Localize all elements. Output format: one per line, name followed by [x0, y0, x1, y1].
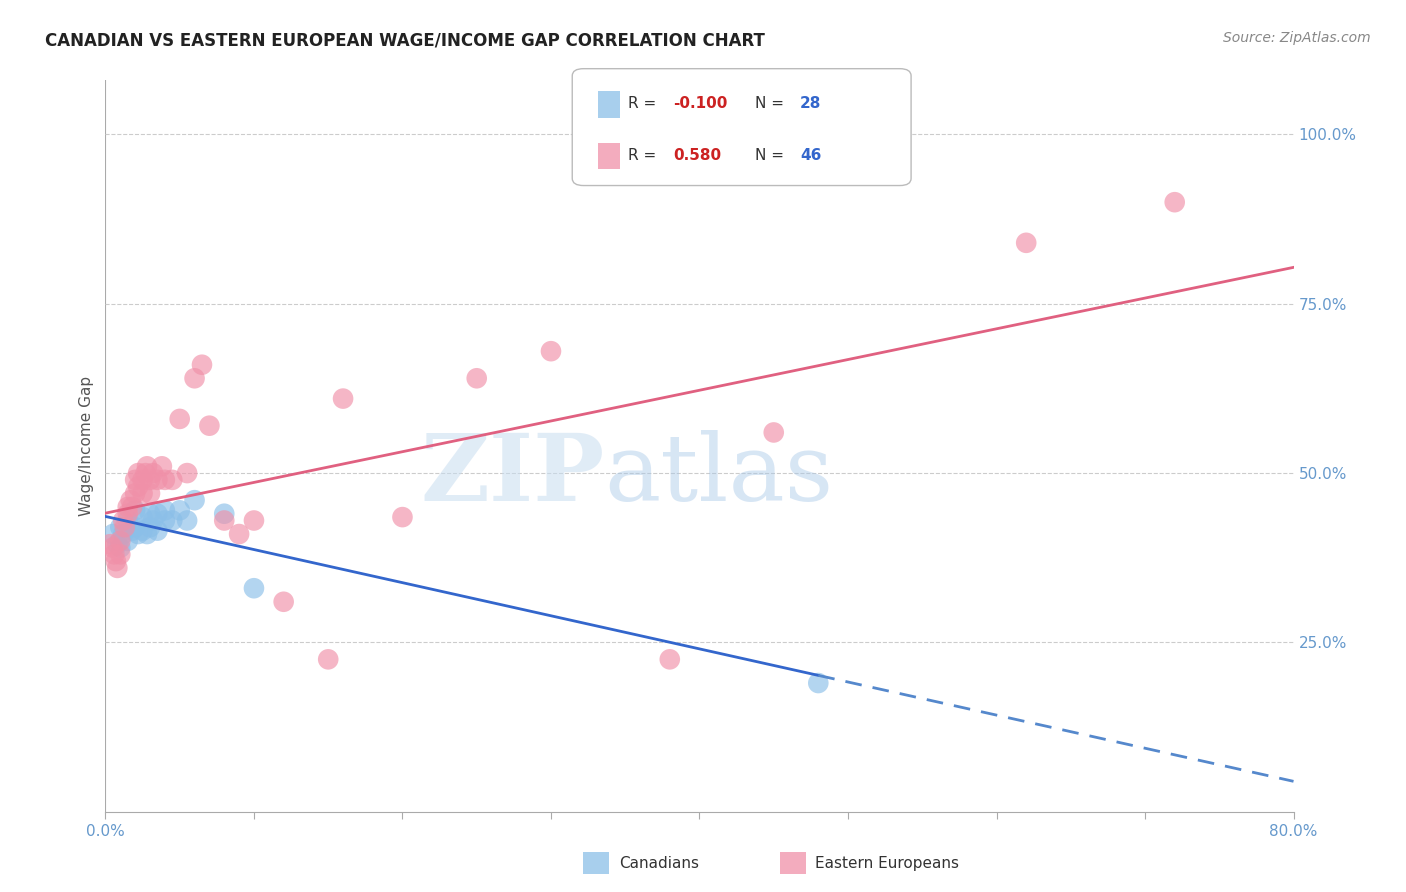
Point: [332, 392, 354, 406]
Point: [117, 514, 139, 528]
Point: [121, 500, 143, 514]
Point: [124, 520, 146, 534]
Text: 46: 46: [800, 148, 821, 162]
Point: [112, 527, 135, 541]
Point: [139, 486, 162, 500]
Point: [176, 466, 198, 480]
Point: [142, 514, 165, 528]
Point: [807, 676, 830, 690]
Point: [146, 524, 169, 538]
Point: [103, 547, 125, 561]
Text: R =: R =: [628, 96, 662, 112]
Point: [110, 520, 132, 534]
Point: [183, 371, 205, 385]
Point: [162, 514, 184, 528]
Point: [214, 507, 236, 521]
Point: [1164, 195, 1187, 210]
Point: [110, 533, 132, 548]
Point: [153, 473, 176, 487]
Point: [183, 493, 205, 508]
Point: [136, 527, 159, 541]
Point: [101, 541, 124, 555]
Point: [316, 652, 339, 666]
Text: atlas: atlas: [605, 430, 834, 520]
Point: [117, 507, 139, 521]
Text: Eastern Europeans: Eastern Europeans: [815, 856, 959, 871]
Point: [117, 533, 139, 548]
Text: 0.580: 0.580: [673, 148, 721, 162]
Point: [146, 507, 169, 521]
Point: [135, 466, 157, 480]
Text: -0.100: -0.100: [673, 96, 728, 112]
Text: Source: ZipAtlas.com: Source: ZipAtlas.com: [1223, 31, 1371, 45]
Point: [131, 510, 153, 524]
Point: [98, 537, 121, 551]
Point: [127, 527, 149, 541]
Point: [762, 425, 785, 440]
Point: [110, 541, 132, 555]
Point: [153, 514, 176, 528]
Point: [131, 486, 153, 500]
Point: [243, 514, 266, 528]
Point: [117, 500, 139, 514]
Point: [114, 520, 136, 534]
Point: [1015, 235, 1038, 250]
Point: [127, 466, 149, 480]
Point: [176, 514, 198, 528]
Point: [101, 527, 124, 541]
Point: [150, 459, 173, 474]
Point: [104, 554, 127, 568]
Point: [131, 524, 153, 538]
Text: ZIP: ZIP: [420, 430, 605, 520]
Point: [198, 418, 221, 433]
Text: N =: N =: [755, 96, 789, 112]
Point: [540, 344, 562, 359]
Point: [214, 514, 236, 528]
Point: [139, 507, 162, 521]
Point: [110, 547, 132, 561]
Point: [273, 595, 295, 609]
Point: [139, 473, 162, 487]
Point: [124, 486, 146, 500]
Text: 28: 28: [800, 96, 821, 112]
Point: [465, 371, 488, 385]
Text: CANADIAN VS EASTERN EUROPEAN WAGE/INCOME GAP CORRELATION CHART: CANADIAN VS EASTERN EUROPEAN WAGE/INCOME…: [45, 31, 765, 49]
Point: [112, 514, 135, 528]
Text: Canadians: Canadians: [619, 856, 699, 871]
Point: [391, 510, 413, 524]
Point: [243, 581, 266, 595]
Text: R =: R =: [628, 148, 666, 162]
Point: [124, 503, 146, 517]
Point: [121, 524, 143, 538]
Point: [228, 527, 250, 541]
Point: [139, 520, 162, 534]
Point: [142, 466, 165, 480]
Point: [169, 503, 191, 517]
Point: [169, 412, 191, 426]
Point: [162, 473, 184, 487]
Point: [127, 480, 149, 494]
Point: [120, 493, 142, 508]
Point: [131, 473, 153, 487]
Point: [658, 652, 681, 666]
Point: [146, 473, 169, 487]
Text: N =: N =: [755, 148, 789, 162]
Point: [124, 473, 146, 487]
Point: [105, 561, 128, 575]
Point: [105, 537, 128, 551]
Point: [191, 358, 214, 372]
Point: [136, 459, 159, 474]
Y-axis label: Wage/Income Gap: Wage/Income Gap: [79, 376, 94, 516]
Point: [153, 503, 176, 517]
